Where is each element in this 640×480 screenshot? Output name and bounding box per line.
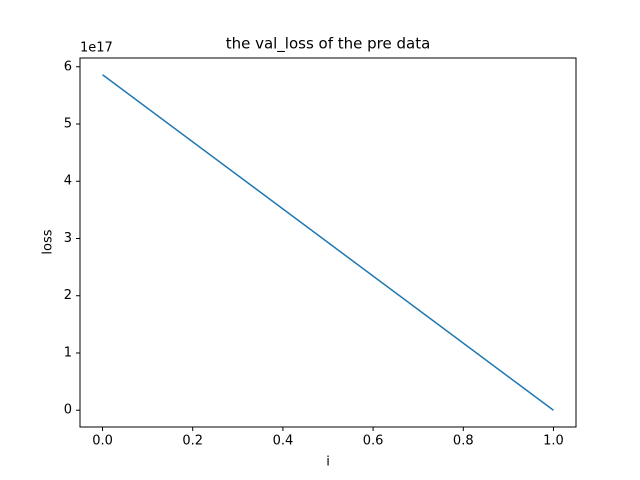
x-tick-label: 1.0 — [543, 434, 564, 449]
y-tick-label: 5 — [64, 117, 72, 132]
y-offset-label: 1e17 — [80, 41, 113, 56]
y-tick-label: 6 — [64, 59, 72, 74]
y-axis-label: loss — [41, 229, 56, 254]
x-tick-label: 0.0 — [92, 434, 113, 449]
y-tick-label: 4 — [64, 174, 72, 189]
line-series — [102, 74, 554, 411]
y-tick-label: 1 — [64, 345, 72, 360]
x-axis-label: i — [326, 455, 330, 470]
plot-frame — [79, 57, 577, 428]
y-tick-label: 3 — [64, 231, 72, 246]
x-tick-label: 0.6 — [363, 434, 384, 449]
y-tick-label: 0 — [64, 403, 72, 418]
x-tick-label: 0.4 — [273, 434, 294, 449]
x-tick-label: 0.8 — [453, 434, 474, 449]
x-tick-label: 0.2 — [182, 434, 203, 449]
y-tick-label: 2 — [64, 288, 72, 303]
chart-title: the val_loss of the pre data — [226, 35, 431, 54]
